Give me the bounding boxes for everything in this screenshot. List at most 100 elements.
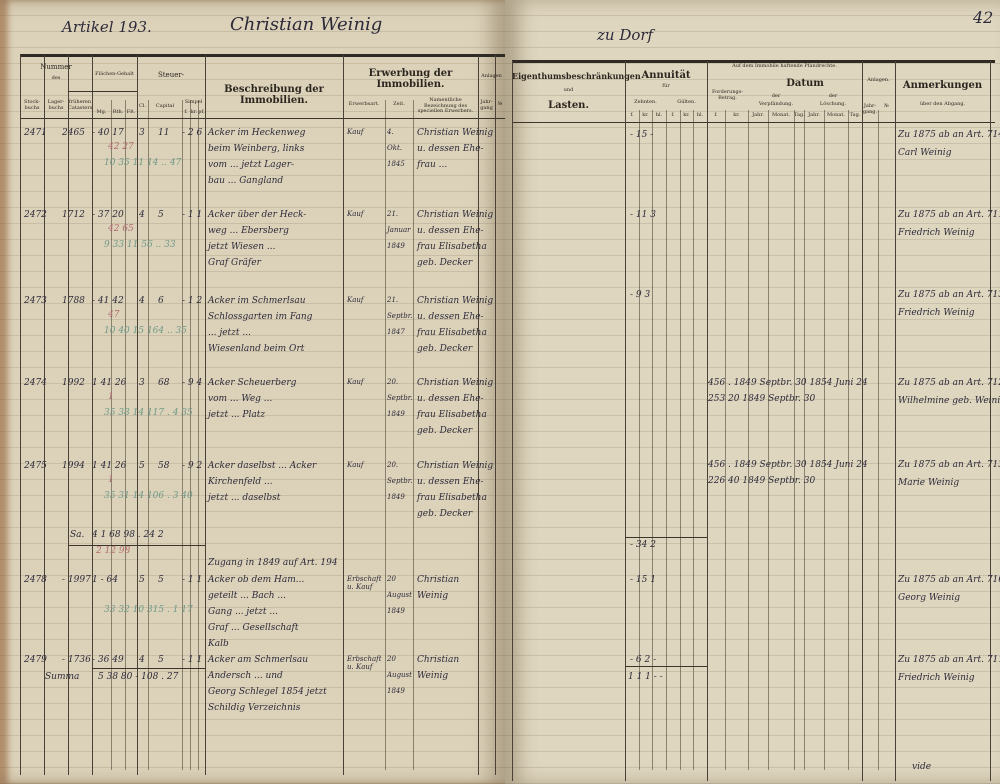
flaeche-value: 1 41 26 (92, 378, 127, 388)
header-nummer: Nummer (40, 63, 72, 71)
header-simpel: Simpel (184, 99, 203, 105)
header-beschreibung: Beschreibung der Immobilien. (224, 84, 324, 106)
header-abgang: über den Abgang. (919, 101, 966, 107)
column-rule (512, 61, 513, 781)
header-zehnten: Zehnten. (634, 99, 657, 105)
lagerbuch-number: 1994 (62, 461, 85, 471)
subtotal-rule (625, 537, 707, 538)
header-loeschung-jahr: Jahr. (808, 112, 820, 118)
right-page: zu Dorf 42 (505, 0, 1000, 784)
header-lasten: Lasten. (548, 100, 589, 111)
description-line: Acker über der Heck- (208, 210, 307, 220)
erwerbsart: Kauf (347, 378, 364, 386)
erwerb-zeit: 20. (387, 461, 399, 469)
abgang-remark: Carl Weinig (898, 148, 952, 158)
annuitaet-value: - 15 - (630, 130, 654, 140)
annuitaet-value: - 15 1 (630, 575, 656, 585)
steuer-simpel: - 1 1 (182, 210, 203, 220)
erwerb-zeit: August (387, 671, 412, 679)
table-top-rule (512, 60, 995, 63)
column-rule (198, 100, 199, 770)
pfandrecht-entry: 456 . 1849 Septbr. 30 1854 Juni 24 (708, 460, 868, 470)
summa-values: 5 38 80 - 108 . 27 (98, 672, 179, 682)
column-rule (666, 110, 667, 770)
revised-values: 10 35 11 14 .. 47 (104, 158, 182, 168)
abgang-remark: Zu 1875 ab an Art. 714 (898, 130, 1000, 140)
subtotal-rule (68, 545, 205, 546)
steuer-capital: 11 (158, 128, 170, 138)
steuer-class: 5 (139, 575, 145, 585)
header-capital: Capital (155, 103, 175, 109)
column-rule (794, 110, 795, 770)
stockbuch-number: 2471 (24, 128, 47, 138)
column-rule (125, 100, 126, 770)
corrected-area: 42 65 (108, 224, 134, 234)
annuitaet-value: - 9 3 (630, 290, 651, 300)
erwerber-name: Christian (417, 655, 460, 665)
description-line: bau ... Gangland (208, 176, 284, 186)
column-rule (895, 61, 896, 781)
erwerber-name: geb. Decker (417, 258, 473, 268)
column-rule (44, 55, 45, 775)
subtotal-values: 4 1 68 98 . 24 2 (92, 530, 164, 540)
corrected-area: 47 (108, 310, 120, 320)
header-loeschung: Löschung. (819, 101, 847, 107)
column-rule (848, 110, 849, 770)
header-pfandrechte: Auf dem Immobile haftende Pfandrechte. (732, 63, 837, 69)
column-rule (20, 55, 21, 775)
header-pf: pf. (198, 109, 205, 115)
header-bottom-rule (20, 118, 505, 119)
description-line: weg ... Ebersberg (208, 226, 289, 236)
steuer-class: 5 (139, 461, 145, 471)
annuitaet-summa: 1 1 1 - - (628, 672, 663, 682)
lagerbuch-number: 2465 (62, 128, 85, 138)
column-rule (707, 61, 708, 781)
header-bottom-rule (512, 122, 995, 123)
description-line: Gang ... jetzt ... (208, 607, 278, 617)
steuer-simpel: - 9 2 (182, 461, 203, 471)
revised-values: 10 40 15 164 .. 35 (104, 326, 188, 336)
sub-rule (68, 91, 137, 92)
column-rule (111, 100, 112, 770)
header-forderung: Forderungs-Betrag. (711, 89, 744, 101)
abgang-remark: Friedrich Weinig (898, 673, 975, 683)
header-erwerbung: Erwerbung der Immobilien. (368, 68, 453, 90)
left-page: Artikel 193. Christian Weinig (0, 0, 505, 784)
erwerb-zeit: 1849 (387, 607, 405, 615)
abgang-remark: Friedrich Weinig (898, 228, 975, 238)
header-guelten-kr: kr. (683, 112, 690, 118)
description-line: Georg Schlegel 1854 jetzt (208, 687, 327, 697)
header-jahrgang: Jahr-gang. (862, 103, 878, 115)
erwerb-zeit: 20 (387, 575, 396, 583)
stockbuch-number: 2475 (24, 461, 47, 471)
steuer-capital: 5 (158, 655, 164, 665)
description-line: Wiesenland beim Ort (208, 344, 305, 354)
annuitaet-subtotal: - 34 2 (630, 540, 656, 550)
steuer-class: 4 (139, 296, 145, 306)
header-verpfaendung-tag: Tag. (794, 112, 805, 118)
erwerb-zeit: 1849 (387, 410, 405, 418)
description-line: beim Weinberg, links (208, 144, 305, 154)
column-rule (343, 55, 344, 775)
header-der-2: der (828, 93, 838, 99)
abgang-remark: Zu 1875 ab an Art. 711 (898, 655, 1000, 665)
header-loeschung-monat: Monat. (827, 112, 845, 118)
header-verpfaendung-jahr: Jahr. (752, 112, 764, 118)
stockbuch-number: 2474 (24, 378, 47, 388)
description-line: vom ... Weg ... (208, 394, 273, 404)
column-rule (878, 110, 879, 770)
steuer-capital: 58 (158, 461, 170, 471)
corrected-area: 1 (108, 392, 114, 402)
erwerber-name: Christian Weinig (417, 296, 494, 306)
description-line: jetzt ... daselbst (208, 493, 281, 503)
column-rule (68, 55, 69, 775)
erwerber-name: frau Elisabetha (417, 410, 487, 420)
description-line: Schlossgarten im Fang (208, 312, 313, 322)
column-rule (748, 110, 749, 770)
header-annuitaet: Annuität (641, 70, 691, 81)
abgang-remark: Zu 1875 ab an Art. 711 (898, 210, 1000, 220)
column-rule (804, 110, 805, 770)
place-name: zu Dorf (597, 26, 654, 44)
header-frueher: früheren Catasters (68, 99, 93, 111)
header-forderung-f: f. (714, 112, 718, 118)
